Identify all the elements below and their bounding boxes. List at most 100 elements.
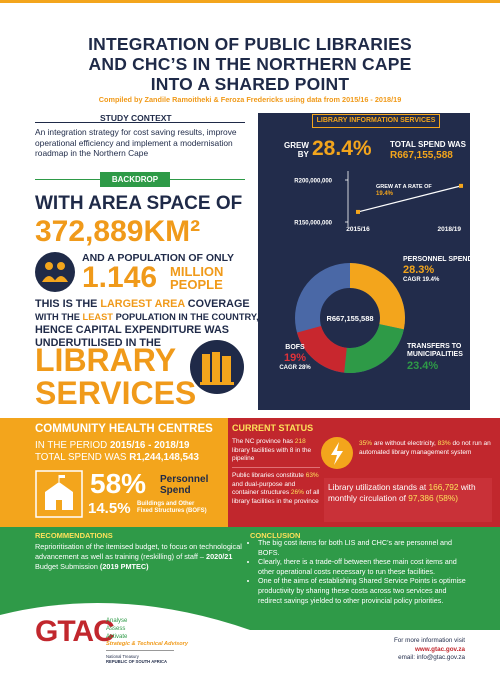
tagline: Analyse [106, 618, 128, 624]
segment-value: 23.4% [407, 360, 439, 372]
title-line: AND CHC’S IN THE NORTHERN CAPE [88, 54, 412, 74]
text-run: TOTAL SPEND WAS [35, 452, 130, 463]
text-run: with monthly circulation of [328, 482, 476, 503]
donut-label: PERSONNEL SPEND 28.3% CAGR 19.4% [403, 255, 473, 285]
x-tick-label: 2015/16 [346, 226, 370, 233]
rec-heading: RECOMMENDATIONS [35, 531, 113, 540]
text-run: The NC province has [232, 438, 295, 445]
highlight-text: R1,244,148,543 [129, 452, 199, 463]
chc-line: IN THE PERIOD 2015/16 - 2018/19 [35, 440, 199, 452]
grew-label: GREW BY [284, 141, 309, 159]
label-line: Personnel [160, 474, 209, 485]
segment-value: 28.3% [403, 264, 435, 276]
segment-name: PERSONNEL SPEND [403, 256, 473, 263]
grew-value: 28.4% [312, 137, 372, 160]
utilization-box: Library utilization stands at 166,792 wi… [324, 478, 492, 522]
donut-label: BOFS 19% CAGR 28% [270, 343, 320, 373]
text-run: are without electricity, [372, 440, 438, 447]
y-tick-label: R150,000,000 [294, 221, 332, 227]
text-run: UNDERUTILISED IN THE [35, 337, 161, 349]
bofs-label: Buildings and Other Fixed Structures (BO… [137, 501, 207, 515]
org: Strategic & Technical Advisory [106, 641, 188, 647]
panel-charts: R150,000,000 R200,000,000 2015/16 2018/19 GR… [294, 171, 463, 373]
text-run: WITH THE [35, 312, 83, 322]
chc-period: IN THE PERIOD 2015/16 - 2018/19 TOTAL SP… [35, 440, 199, 464]
spend-line [357, 185, 462, 213]
point [356, 209, 360, 214]
personnel-value: 58% [90, 468, 147, 499]
text-run: and dual-purpose and container structure… [232, 480, 296, 497]
area-intro: WITH AREA SPACE OF [35, 193, 243, 214]
highlight-text: 97,386 (58%) [408, 493, 459, 503]
email[interactable]: email: info@gtac.gov.za [398, 654, 465, 661]
highlight-text: 2020/21 [206, 552, 233, 561]
status-text: 35% are without electricity, 83% do not … [359, 440, 495, 457]
lightning-icon [321, 437, 353, 469]
text-run: THIS IS THE [35, 298, 101, 310]
grew-label-line: BY [297, 150, 309, 159]
rule [106, 650, 174, 651]
segment-value: 19% [283, 352, 307, 364]
highlight-text: 2015/16 - 2018/19 [109, 440, 190, 451]
conclusion-item: One of the aims of establishing Shared S… [258, 576, 472, 605]
conclusion-item: Clearly, there is a trade-off between th… [258, 557, 472, 576]
chc-line: TOTAL SPEND WAS R1,244,148,543 [35, 452, 199, 464]
statement-line: WITH THE LEAST POPULATION IN THE COUNTRY… [35, 311, 259, 324]
donut-segment [350, 263, 405, 330]
text-run: POPULATION IN THE COUNTRY, [113, 312, 259, 322]
segment-note: CAGR 19.4% [403, 277, 440, 283]
chc-band [0, 418, 228, 527]
population-value: 1.146 [82, 261, 158, 294]
personnel-label: Personnel Spend [160, 474, 208, 496]
conclusion-item: The big cost items for both LIS and CHC’… [258, 538, 472, 557]
label-line: Buildings and Other [137, 501, 195, 507]
top-rule [0, 0, 500, 3]
highlight-text: 166,792 [428, 482, 459, 492]
statement-line: UNDERUTILISED IN THE [35, 337, 259, 350]
people-icon [35, 252, 75, 292]
segment-name: TRANSFERS TO MUNICIPALITIES [407, 343, 463, 358]
books-icon [190, 340, 244, 394]
highlight-text: (2019 PMTEC) [99, 562, 149, 571]
segment-name: BOFS [285, 344, 305, 351]
tagline: Activate [106, 634, 128, 640]
highlight-text: 63% [305, 472, 319, 479]
title: INTEGRATION OF PUBLIC LIBRARIES AND CHC’… [0, 34, 500, 94]
donut-center-label: R667,155,588 [326, 314, 373, 323]
highlight-text: 35% [359, 440, 373, 447]
footer-curve [0, 603, 250, 635]
donut-segment [296, 326, 347, 373]
emphasis-line: LIBRARY [35, 342, 177, 378]
logo: GTAC [35, 615, 115, 648]
text-run: Reprioritisation of the itemised budget,… [35, 542, 242, 561]
title-line: INTEGRATION OF PUBLIC LIBRARIES [88, 34, 412, 54]
website[interactable]: www.gtac.gov.za [414, 645, 465, 653]
treasury-line: National Treasury [106, 654, 139, 659]
highlight-text: LEAST [82, 312, 113, 322]
segment-note: CAGR 28% [279, 365, 311, 371]
text-run: do not run an automated library manageme… [359, 440, 491, 456]
grew-label-line: GREW [284, 141, 309, 150]
text-run: of all library facilities in the provinc… [232, 489, 320, 505]
backdrop-tab: BACKDROP [100, 172, 170, 187]
population-intro: AND A POPULATION OF ONLY [82, 252, 235, 264]
conclusion-heading: CONCLUSION [250, 531, 301, 540]
status-heading: CURRENT STATUS [232, 423, 314, 433]
label-line: Spend [160, 485, 191, 496]
statement-line: HENCE CAPITAL EXPENDITURE WAS [35, 324, 259, 337]
total-spend-label: TOTAL SPEND WAS [390, 140, 467, 149]
study-text: An integration strategy for cost saving … [35, 127, 237, 158]
y-tick-label: R200,000,000 [294, 179, 332, 185]
section-heading: STUDY CONTEXT [100, 113, 172, 123]
x-tick-label: 2018/19 [438, 226, 462, 233]
treasury-line: REPUBLIC OF SOUTH AFRICA [106, 659, 168, 664]
label-line: Fixed Structures (BOFS) [137, 508, 207, 514]
statement-line: THIS IS THE LARGEST AREA COVERAGE [35, 298, 259, 311]
tagline: Assess [106, 626, 126, 632]
annotation: 19.4% [376, 191, 394, 197]
annotation: GREW AT A RATE OF [376, 184, 432, 190]
more-info: For more information visit [393, 637, 465, 644]
contact: For more information visit www.gtac.gov.… [330, 637, 465, 663]
chc-heading: COMMUNITY HEALTH CENTRES [35, 423, 213, 435]
highlight-text: LARGEST AREA [100, 298, 185, 310]
